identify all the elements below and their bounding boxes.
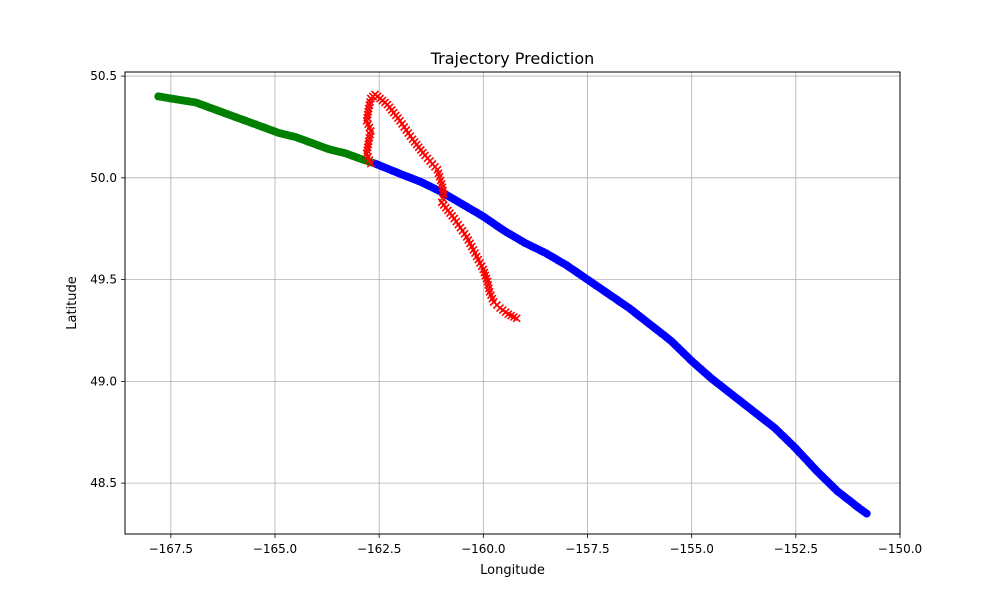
x-tick-label: −155.0 (669, 542, 713, 556)
data-point (512, 314, 521, 323)
x-tick-label: −152.5 (774, 542, 818, 556)
y-tick-label: 50.5 (90, 69, 117, 83)
x-tick-label: −167.5 (149, 542, 193, 556)
y-axis-label: Latitude (65, 276, 80, 330)
y-tick-label: 50.0 (90, 171, 117, 185)
x-tick-label: −150.0 (878, 542, 922, 556)
series-1 (154, 92, 379, 168)
x-tick-label: −165.0 (253, 542, 297, 556)
plot-frame (124, 71, 901, 535)
x-tick-label: −162.5 (357, 542, 401, 556)
x-tick-label: −157.5 (565, 542, 609, 556)
data-points (154, 90, 871, 518)
y-tick-label: 48.5 (90, 476, 117, 490)
data-point (363, 143, 372, 152)
data-point (363, 110, 372, 119)
y-tick-label: 49.5 (90, 273, 117, 287)
x-ticks: −167.5 −165.0 −162.5 −160.0 −157.5 −155.0 −152… (149, 534, 922, 556)
y-tick-label: 49.0 (90, 374, 117, 388)
data-point (362, 149, 371, 158)
data-point (862, 509, 871, 518)
data-point (362, 116, 371, 125)
chart-title: Trajectory Prediction (430, 49, 595, 68)
y-ticks: 48.5 49.0 49.5 50.0 50.5 (90, 69, 125, 490)
series-3 (362, 90, 521, 323)
series-2 (371, 159, 871, 518)
x-tick-label: −160.0 (461, 542, 505, 556)
grid-lines (125, 72, 901, 534)
x-axis-label: Longitude (480, 563, 545, 578)
